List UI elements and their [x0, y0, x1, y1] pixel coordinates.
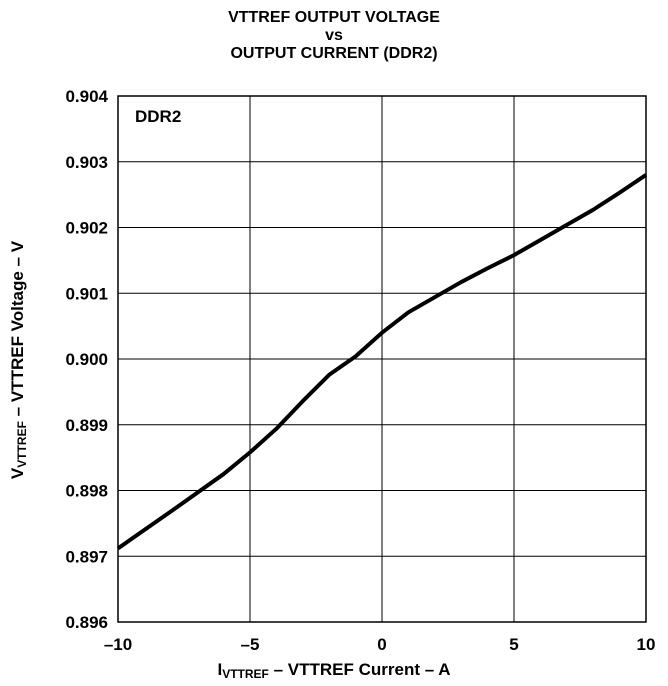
y-axis-label-main: V	[8, 467, 27, 480]
x-axis-label: IVTTREF – VTTREF Current – A	[0, 660, 668, 681]
y-tick-label: 0.899	[65, 416, 108, 435]
y-tick-label: 0.901	[65, 284, 108, 303]
x-tick-label: –5	[241, 635, 260, 654]
x-tick-label: –10	[104, 635, 132, 654]
y-tick-label: 0.904	[65, 87, 108, 106]
series-line-0	[116, 173, 648, 551]
x-axis-label-subscript: VTTREF	[222, 667, 269, 681]
chart-title-line-1: VTTREF OUTPUT VOLTAGE	[228, 9, 440, 26]
chart-title-line-3: OUTPUT CURRENT (DDR2)	[230, 45, 438, 62]
plot-frame	[117, 95, 647, 623]
y-axis-label: VVTTREF – VTTREF Voltage – V	[8, 241, 29, 479]
x-tick-label: 5	[509, 635, 518, 654]
y-axis-label-subscript: VTTREF	[15, 421, 29, 468]
annotation-ddr2: DDR2	[135, 107, 181, 126]
x-tick-label: 0	[377, 635, 386, 654]
x-axis-label-main: I	[217, 660, 223, 679]
y-tick-label: 0.898	[65, 482, 108, 501]
y-tick-label: 0.896	[65, 613, 108, 632]
x-axis-label-rest: – VTTREF Current – A	[268, 660, 451, 679]
chart-title-line-2: vs	[325, 27, 343, 44]
x-tick-label: 10	[637, 635, 656, 654]
y-tick-label: 0.900	[65, 350, 108, 369]
y-tick-label: 0.897	[65, 547, 108, 566]
y-axis-label-rest: – VTTREF Voltage – V	[8, 240, 27, 422]
y-tick-label: 0.902	[65, 219, 108, 238]
y-tick-label: 0.903	[65, 153, 108, 172]
